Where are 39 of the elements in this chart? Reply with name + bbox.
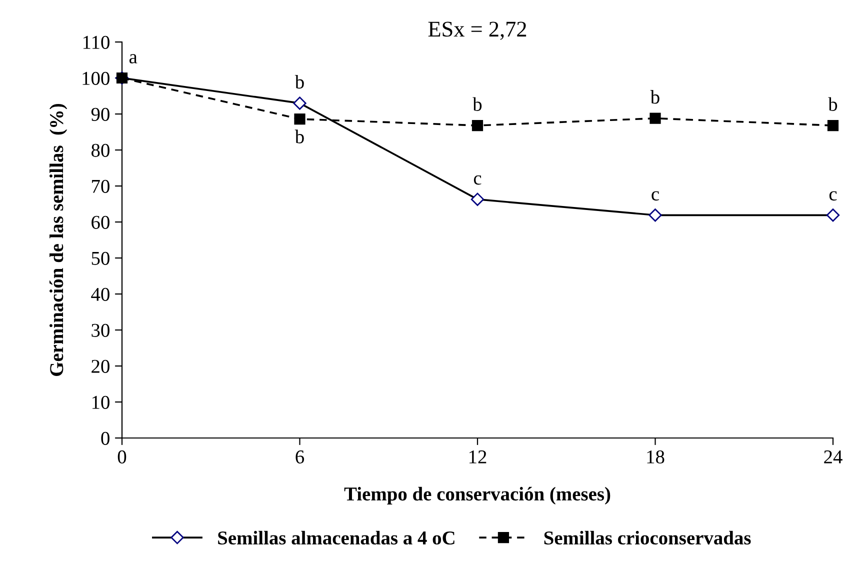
annotation: c xyxy=(829,191,837,201)
point xyxy=(472,120,484,132)
point xyxy=(826,208,840,222)
x-tick-label: 24 xyxy=(824,450,842,464)
point xyxy=(470,192,484,206)
y-tick-label: 110 xyxy=(83,36,110,49)
x-tick-label: 12 xyxy=(469,450,486,464)
y-tick-label: 40 xyxy=(91,288,110,301)
point xyxy=(648,208,662,222)
point xyxy=(294,113,306,125)
annotation: b xyxy=(472,97,482,111)
y-tick-label: 60 xyxy=(92,216,110,229)
legend-label: Semillas crioconservadas xyxy=(544,530,751,545)
annotation: b xyxy=(828,97,838,111)
point xyxy=(650,112,661,124)
y-tick-label: 20 xyxy=(92,360,110,373)
annotation: b xyxy=(294,130,304,144)
y-axis-title: Germinación de las semillas (%) xyxy=(49,104,68,376)
y-tick-label: 80 xyxy=(91,144,110,157)
y-tick-label: 70 xyxy=(92,180,110,193)
x-axis-title: Tiempo de conservación (meses) xyxy=(344,486,610,505)
x-tick-label: 18 xyxy=(647,450,664,464)
y-tick-label: 50 xyxy=(92,252,110,265)
legend-label: Semillas almacenadas a 4 oC xyxy=(218,530,454,545)
x-tick-label: 0 xyxy=(118,450,126,464)
y-tick-label: 100 xyxy=(82,72,110,85)
annotation: a xyxy=(129,54,138,64)
y-tick-label: 90 xyxy=(91,108,110,121)
annotation: c xyxy=(652,191,659,201)
chart-title: ESx = 2,72 xyxy=(428,22,526,40)
y-tick-label: 0 xyxy=(101,432,110,445)
y-tick-label: 10 xyxy=(92,396,110,409)
point xyxy=(827,120,839,132)
x-tick-label: 6 xyxy=(296,450,304,464)
annotation: b xyxy=(294,74,304,89)
y-tick-label: 30 xyxy=(92,324,110,337)
point xyxy=(293,96,306,110)
annotation: b xyxy=(650,90,660,104)
annotation: c xyxy=(474,175,482,185)
